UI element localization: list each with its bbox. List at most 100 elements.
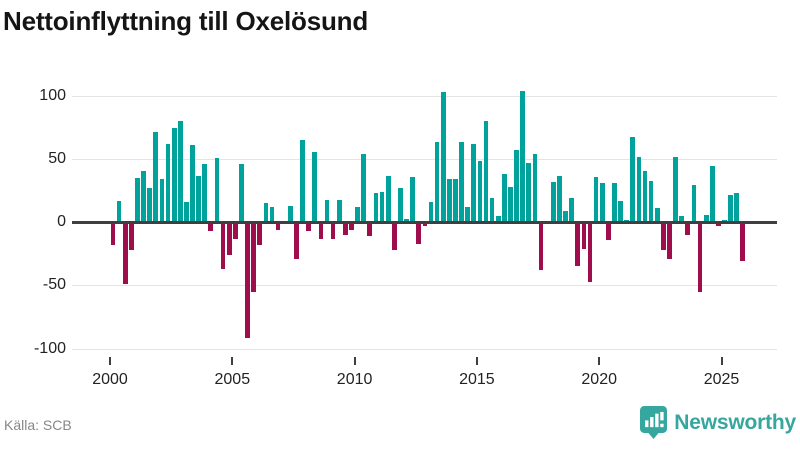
bar-2007-q2 (287, 205, 293, 223)
bar-2014-q3 (465, 207, 471, 223)
bar-2018-q3 (563, 210, 568, 223)
bar-2020-q1 (599, 183, 605, 223)
x-axis-label-2005: 2005 (214, 371, 251, 388)
bar-2003-q4 (202, 164, 208, 223)
bar-2006-q4 (275, 222, 281, 230)
bar-2004-q1 (208, 222, 214, 232)
bar-2010-q4 (373, 193, 379, 223)
bar-2009-q3 (343, 222, 348, 235)
bar-2005-q4 (251, 222, 256, 292)
bar-2012-q4 (422, 222, 428, 227)
bar-2018-q4 (569, 198, 574, 223)
bar-2005-q1 (232, 222, 238, 239)
x-axis-tick-2010 (353, 357, 356, 365)
bar-2011-q4 (398, 188, 403, 223)
bar-2018-q2 (557, 175, 562, 223)
bar-2001-q2 (141, 170, 146, 223)
x-axis-label-2000: 2000 (92, 371, 128, 388)
bar-2014-q1 (453, 179, 458, 223)
bar-2000-q2 (116, 200, 122, 223)
bar-2017-q1 (526, 163, 532, 223)
bar-2010-q3 (367, 222, 373, 237)
bar-2002-q2 (165, 144, 171, 223)
bar-2017-q3 (538, 222, 544, 271)
bar-2000-q3 (122, 222, 128, 285)
source-label: Källa: SCB (4, 417, 72, 433)
bar-2019-q4 (593, 176, 599, 223)
bar-2001-q4 (153, 131, 159, 223)
bar-2013-q2 (434, 141, 440, 223)
x-axis-tick-2005 (231, 357, 234, 365)
bar-2023-q4 (691, 184, 697, 223)
bar-2004-q3 (220, 222, 226, 269)
x-axis-tick-2000 (109, 357, 111, 365)
bar-2015-q3 (489, 198, 495, 223)
newsworthy-pin-barchart-icon (640, 406, 668, 439)
gridline--100 (72, 348, 777, 350)
y-axis-label--50: -50 (42, 276, 66, 294)
bar-2024-q1 (697, 222, 703, 292)
bar-2006-q3 (269, 207, 275, 223)
bar-2013-q4 (446, 179, 452, 223)
bar-2011-q2 (385, 175, 391, 223)
bar-2012-q1 (404, 218, 409, 223)
bar-2019-q1 (575, 222, 581, 267)
x-axis-tick-2025 (720, 357, 723, 365)
bar-2003-q1 (184, 202, 189, 223)
bar-2010-q2 (361, 154, 367, 223)
y-axis-label-0: 0 (57, 213, 66, 231)
bar-2005-q3 (245, 222, 250, 339)
bar-2006-q2 (263, 203, 269, 223)
bar-2003-q3 (196, 175, 201, 223)
y-axis-label--100: -100 (33, 339, 66, 357)
bar-2019-q3 (587, 222, 593, 282)
y-axis-label-50: 50 (48, 150, 66, 168)
bar-2013-q3 (440, 92, 446, 223)
bar-2025-q4 (740, 222, 746, 262)
bar-2023-q3 (685, 222, 691, 235)
bar-2021-q2 (630, 136, 636, 223)
newsworthy-wordmark: Newsworthy (674, 410, 796, 434)
bar-2010-q1 (355, 207, 360, 223)
bar-2024-q4 (716, 222, 721, 227)
bar-2002-q4 (177, 121, 183, 223)
bar-2020-q2 (605, 222, 611, 240)
bar-2025-q3 (734, 193, 740, 223)
bar-2014-q2 (459, 141, 464, 223)
bar-2024-q2 (703, 214, 709, 223)
bar-2016-q4 (520, 91, 526, 223)
bar-2012-q3 (416, 222, 422, 244)
bar-2013-q1 (428, 202, 434, 223)
chart-title: Nettoinflyttning till Oxelösund (3, 6, 368, 36)
bar-2007-q4 (300, 140, 305, 223)
gridline-50 (72, 159, 777, 161)
x-axis-label-2010: 2010 (336, 371, 373, 388)
bar-2006-q1 (257, 222, 263, 245)
bar-2001-q3 (147, 188, 153, 223)
bar-2014-q4 (471, 144, 477, 223)
bar-2016-q3 (514, 150, 519, 223)
bar-2002-q1 (159, 179, 165, 223)
bar-2025-q2 (728, 194, 733, 223)
x-axis-label-2015: 2015 (459, 371, 495, 388)
bar-2024-q3 (709, 165, 715, 223)
bar-2005-q2 (239, 164, 244, 223)
bar-2021-q4 (642, 170, 648, 223)
bar-2001-q1 (135, 178, 140, 223)
bar-2004-q2 (214, 158, 220, 223)
bar-2004-q4 (226, 222, 232, 256)
zero-axis-line (72, 220, 777, 224)
bar-2007-q3 (294, 222, 299, 259)
bar-2022-q1 (648, 180, 654, 223)
bar-2011-q3 (391, 222, 397, 251)
bar-2002-q3 (171, 127, 177, 223)
bar-2023-q1 (673, 156, 678, 223)
bar-2008-q1 (306, 222, 312, 232)
gridline-100 (72, 96, 777, 98)
newsworthy-logo: Newsworthy (640, 406, 796, 439)
bar-2017-q2 (532, 154, 538, 223)
bar-2000-q4 (128, 222, 134, 251)
bar-2003-q2 (190, 145, 195, 223)
